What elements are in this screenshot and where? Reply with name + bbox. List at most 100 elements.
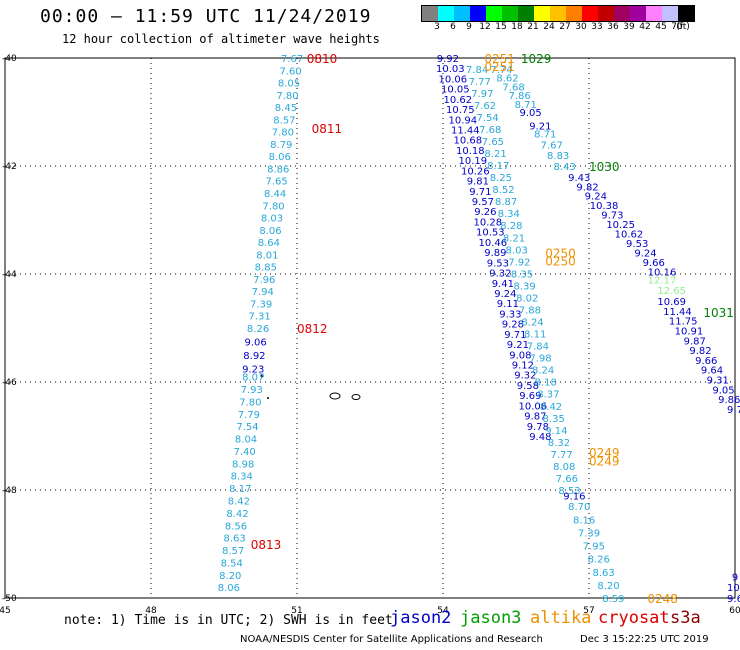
wave-height-value: 9.41: [492, 279, 514, 290]
wave-height-value: 10.38: [590, 201, 619, 212]
color-scale-label: 3: [434, 22, 440, 32]
color-swatch: [678, 6, 694, 21]
wave-height-value: 7.39: [578, 528, 600, 539]
wave-height-value: 7.84: [527, 342, 549, 353]
color-swatch: [486, 6, 502, 21]
color-swatch: [566, 6, 582, 21]
wave-height-value: 10.03: [436, 64, 465, 75]
wave-height-value: 8.85: [255, 263, 277, 274]
wave-height-value: 9.87: [524, 412, 546, 423]
wave-height-value: 7.93: [241, 385, 263, 396]
wave-height-value: 9.32: [489, 269, 511, 280]
wave-height-value: 8.06: [269, 152, 291, 163]
wave-height-value: 8.35: [511, 269, 533, 280]
wave-height-value: 9.06: [245, 338, 267, 349]
wave-height-value: 10.18: [456, 146, 485, 157]
color-scale-label: 6: [450, 22, 456, 32]
wave-height-value: 8.56: [225, 521, 247, 532]
wave-height-value: 7.65: [482, 137, 504, 148]
wave-height-value: 7.92: [508, 257, 530, 268]
wave-height-value: 8.25: [490, 173, 512, 184]
wave-height-value: 7.84: [466, 65, 488, 76]
wave-height-value: 9.43: [568, 173, 590, 184]
longitude-tick-label: 57: [583, 606, 594, 616]
wave-height-value: 8.87: [495, 197, 517, 208]
wave-height-value: 7.77: [469, 77, 491, 88]
wave-height-value: 7.96: [253, 275, 275, 286]
color-swatch: [598, 6, 614, 21]
wave-height-value: 9.08: [509, 350, 531, 361]
wave-height-value: 9.82: [689, 346, 711, 357]
wave-height-value: 8.42: [226, 509, 248, 520]
wave-height-value: 10.19: [459, 156, 488, 167]
wave-height-value: 7.77: [550, 450, 572, 461]
wave-height-value: 10.06: [439, 74, 468, 85]
wave-height-value: 10.25: [606, 220, 635, 231]
color-scale-label: 21: [527, 22, 539, 32]
wave-height-value: 9.57: [472, 197, 494, 208]
color-scale-bar: [421, 5, 695, 22]
wave-height-value: 8.28: [500, 221, 522, 232]
wave-height-value: 9.66: [695, 356, 717, 367]
wave-height-value: 11.44: [663, 307, 692, 318]
wave-height-value: 8.03: [261, 214, 283, 225]
wave-height-value: 8.63: [592, 568, 614, 579]
pass-time-label: 0248: [647, 592, 678, 606]
wave-height-value: 9.78: [527, 422, 549, 433]
color-swatch: [614, 6, 630, 21]
wave-height-value: 9.16: [563, 491, 585, 502]
wave-height-value: 7.65: [266, 177, 288, 188]
wave-height-value: 8.63: [223, 534, 245, 545]
wave-height-value: 8.21: [503, 233, 525, 244]
wave-height-value: 9.53: [626, 239, 648, 250]
wave-height-value: 9.53: [487, 258, 509, 269]
wave-height-value: 8.57: [222, 546, 244, 557]
color-swatch: [518, 6, 534, 21]
legend-entry-s3a: s3a: [670, 608, 701, 628]
wave-height-value: 10.53: [476, 228, 505, 239]
map-frame: [4, 57, 736, 599]
wave-height-value: 7.60: [279, 66, 301, 77]
wave-height-value: 8.64: [258, 238, 280, 249]
pass-time-label: 0811: [312, 122, 343, 136]
latitude-tick-label: -46: [2, 378, 17, 388]
wave-height-value: 8.45: [275, 103, 297, 114]
units-note: note: 1) Time is in UTC; 2) SWH is in fe…: [64, 613, 393, 628]
wave-height-value: 8.34: [231, 472, 253, 483]
wave-height-value: 8.98: [232, 459, 254, 470]
wave-height-value: 8.83: [547, 151, 569, 162]
color-swatch: [438, 6, 454, 21]
island-outline: [267, 397, 269, 399]
wave-height-value: 9.32: [514, 371, 536, 382]
wave-height-value: 9.66: [643, 258, 665, 269]
wave-height-value: 7.68: [502, 82, 524, 93]
wave-height-value: 8.05: [278, 79, 300, 90]
color-scale-label: 18: [511, 22, 523, 32]
map-title: 00:00 – 11:59 UTC 11/24/2019: [40, 6, 372, 27]
wave-height-value: 7.95: [583, 542, 605, 553]
longitude-tick-label: 48: [145, 606, 157, 616]
color-scale-label: 70: [671, 22, 683, 32]
wave-height-value: 7.98: [529, 354, 551, 365]
wave-height-value: 8.03: [506, 245, 528, 256]
wave-height-value: 8.16: [573, 515, 595, 526]
wave-height-value: 11.75: [669, 317, 698, 328]
wave-height-value: 7.94: [252, 287, 274, 298]
wave-height-value: 8.54: [221, 558, 243, 569]
latitude-tick-label: -40: [2, 54, 17, 64]
wave-height-value: 7.88: [519, 305, 541, 316]
wave-height-value: 10.69: [657, 297, 686, 308]
wave-height-value: 9.14: [545, 426, 567, 437]
wave-height-value: 9.21: [507, 340, 529, 351]
pass-time-label: 1031: [703, 306, 734, 320]
wave-height-value: 9.05: [519, 108, 541, 119]
color-scale-label: 45: [655, 22, 667, 32]
wave-height-value: 8.92: [243, 351, 265, 362]
wave-height-value: 10.94: [449, 115, 478, 126]
wave-height-value: 9.71: [504, 330, 526, 341]
wave-height-value: 8.44: [264, 189, 286, 200]
wave-height-value: 9.23: [242, 365, 264, 376]
wave-height-value: 8.35: [543, 414, 565, 425]
wave-height-value: 9.87: [684, 336, 706, 347]
